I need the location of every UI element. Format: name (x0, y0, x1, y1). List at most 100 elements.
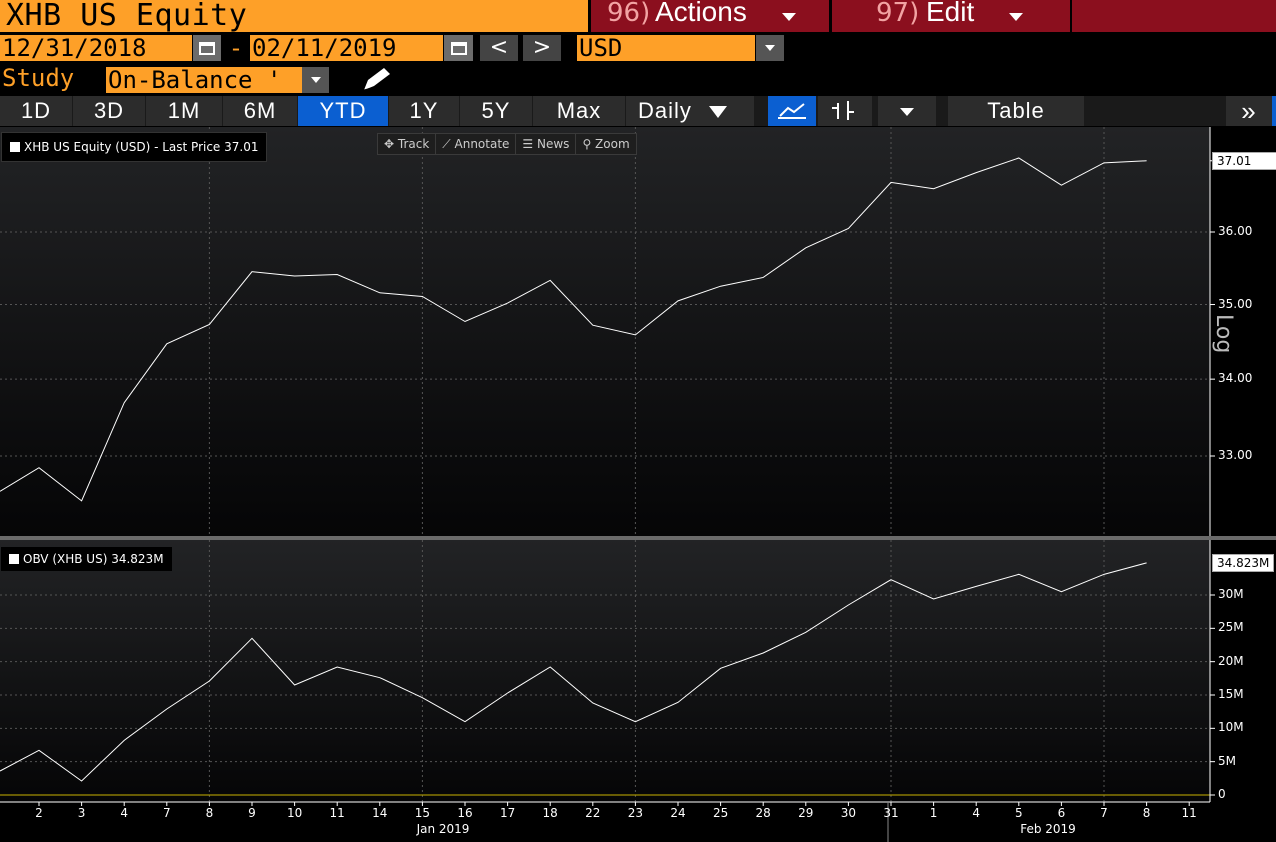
x-tick-label: 11 (329, 806, 345, 820)
x-tick-label: 28 (755, 806, 771, 820)
zoom-button[interactable]: ⚲ Zoom (582, 137, 630, 151)
range-button-6m[interactable]: 6M (223, 96, 297, 126)
study-dropdown[interactable]: On-Balance ' (106, 67, 302, 93)
chevron-down-icon (709, 106, 728, 119)
obv-legend-text: OBV (XHB US) 34.823M (23, 552, 164, 566)
more-button[interactable]: » (1226, 96, 1272, 126)
obv-series-line (0, 562, 1147, 782)
range-button-1y[interactable]: 1Y (389, 96, 459, 126)
legend-swatch (10, 142, 20, 152)
actions-menu-button[interactable]: 96) Actions (591, 0, 829, 32)
x-tick-label: 8 (1142, 806, 1151, 820)
x-tick-label: 7 (162, 806, 171, 820)
end-date-value: 02/11/2019 (252, 34, 397, 62)
range-button-1d[interactable]: 1D (0, 96, 72, 126)
ohlc-bars-icon[interactable] (818, 96, 872, 126)
study-label: Study (2, 64, 75, 92)
menu-bar-filler (1072, 0, 1276, 32)
x-tick-label: 2 (35, 806, 43, 820)
panel-divider[interactable] (0, 536, 1276, 540)
x-tick-label: 10 (286, 806, 303, 820)
obv-panel[interactable] (0, 540, 1210, 802)
x-tick-label: 4 (120, 806, 129, 820)
chevron-down-icon[interactable] (756, 35, 784, 61)
price-axis-area (1210, 127, 1276, 536)
zoom-label: Zoom (595, 137, 630, 151)
x-tick-label: 5 (1014, 806, 1023, 820)
price-legend-text: XHB US Equity (USD) - Last Price 37.01 (24, 140, 259, 154)
study-value: On-Balance ' (108, 67, 282, 93)
x-tick-label: 7 (1100, 806, 1108, 820)
frequency-value: Daily (638, 98, 692, 123)
chart-type-dropdown[interactable] (878, 96, 936, 126)
x-tick-label: 29 (798, 806, 814, 820)
x-tick-label: 25 (712, 806, 729, 820)
price-panel[interactable] (0, 127, 1210, 536)
calendar-icon[interactable] (444, 35, 473, 61)
month-label-jan: Jan 2019 (416, 822, 470, 836)
x-tick-label: 3 (77, 806, 86, 820)
x-tick-label: 8 (205, 806, 214, 820)
security-title-bar[interactable]: XHB US Equity (0, 0, 588, 33)
x-tick-label: 9 (248, 806, 256, 820)
price-last-value: 37.01 (1212, 152, 1276, 170)
price-y-tick-label: 35.00 (1218, 296, 1253, 311)
obv-last-value: 34.823M (1212, 554, 1275, 572)
x-tick-label: 22 (585, 806, 601, 820)
end-date-field[interactable]: 02/11/2019 (250, 35, 443, 61)
x-tick-label: 24 (670, 806, 686, 820)
start-date-value: 12/31/2018 (2, 34, 147, 62)
x-tick-label: 11 (1181, 806, 1197, 820)
x-tick-label: 23 (627, 806, 644, 820)
x-tick-label: 18 (542, 806, 558, 820)
news-label: News (537, 137, 570, 151)
obv-legend: OBV (XHB US) 34.823M (1, 547, 172, 571)
price-series-line (0, 157, 1147, 502)
scroll-indicator (1272, 96, 1276, 126)
range-button-5y[interactable]: 5Y (460, 96, 532, 126)
pencil-icon[interactable] (358, 66, 394, 94)
price-y-tick-label: 34.00 (1218, 371, 1253, 386)
date-separator: - (223, 35, 249, 61)
table-button[interactable]: Table (948, 96, 1084, 126)
chevron-down-icon (782, 13, 796, 21)
month-label-feb: Feb 2019 (1020, 822, 1076, 836)
track-label: Track (397, 137, 430, 151)
calendar-icon[interactable] (193, 35, 221, 61)
chevron-down-icon[interactable] (302, 67, 329, 93)
edit-number: 97) (876, 0, 920, 28)
news-button[interactable]: ☰ News (516, 134, 577, 154)
chevron-down-icon (900, 108, 914, 117)
range-button-1m[interactable]: 1M (146, 96, 222, 126)
currency-dropdown[interactable]: USD (577, 35, 755, 61)
x-tick-label: 14 (372, 806, 388, 820)
start-date-field[interactable]: 12/31/2018 (0, 35, 192, 61)
obv-axis-area (1210, 540, 1276, 802)
obv-y-tick-label: 20M (1218, 653, 1244, 668)
range-button-ytd[interactable]: YTD (298, 96, 388, 126)
prev-period-button[interactable]: < (480, 35, 518, 61)
frequency-dropdown[interactable]: Daily (626, 96, 754, 126)
x-tick-label: 31 (883, 806, 899, 820)
line-chart-icon[interactable] (768, 96, 816, 126)
legend-swatch (9, 554, 19, 564)
chevron-down-icon (1009, 13, 1023, 21)
range-button-max[interactable]: Max (533, 96, 625, 126)
track-button[interactable]: ✥ Track (378, 134, 437, 154)
actions-label: Actions (655, 0, 747, 27)
obv-y-tick-label: 10M (1218, 720, 1244, 735)
next-period-button[interactable]: > (523, 35, 561, 61)
annotate-button[interactable]: ⟋ Annotate (436, 134, 517, 154)
obv-y-tick-label: 15M (1218, 687, 1244, 701)
x-tick-label: 15 (414, 806, 431, 820)
range-button-3d[interactable]: 3D (73, 96, 145, 126)
chart-toolbar: ✥ Track ⟋ Annotate ☰ News ⚲ Zoom (377, 133, 637, 155)
currency-value: USD (579, 34, 623, 62)
price-y-tick-label: 33.00 (1218, 448, 1253, 462)
edit-menu-button[interactable]: 97) Edit (832, 0, 1070, 32)
obv-y-tick-label: 25M (1218, 620, 1244, 635)
security-title: XHB US Equity (6, 0, 248, 33)
x-tick-label: 4 (972, 806, 981, 820)
x-tick-label: 30 (840, 806, 857, 820)
